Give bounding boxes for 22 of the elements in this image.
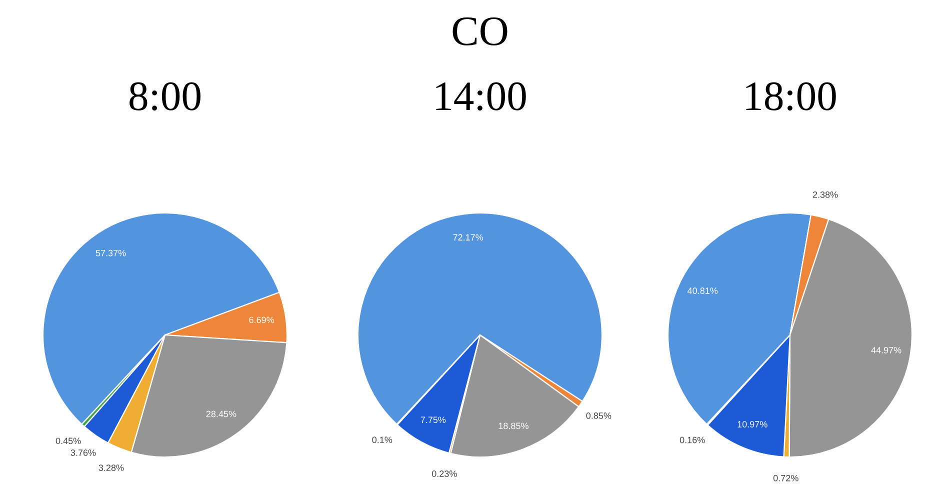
data-label: 0.72% — [773, 474, 798, 482]
chart-subtitle: 14:00 — [436, 82, 526, 111]
data-label: 40.81% — [688, 288, 718, 294]
chart-subtitle: 8:00 — [130, 82, 200, 111]
data-label: 6.69% — [249, 316, 274, 324]
data-label: 0.45% — [56, 438, 81, 444]
data-label: 10.97% — [738, 421, 768, 428]
data-label: 18.85% — [498, 422, 528, 430]
data-label: 0.85% — [586, 412, 612, 419]
data-label: 44.97% — [871, 346, 902, 354]
data-label: 72.17% — [453, 234, 484, 241]
data-label: 0.23% — [432, 470, 457, 477]
data-label: 28.45% — [206, 410, 236, 418]
data-label: 7.75% — [420, 416, 446, 424]
data-label: 57.37% — [96, 250, 126, 256]
data-label: 2.38% — [812, 191, 838, 198]
data-label: 0.1% — [372, 436, 392, 444]
chart-subtitle: 18:00 — [746, 82, 836, 111]
chart-title: CO — [452, 17, 508, 46]
data-label: 3.28% — [98, 464, 124, 471]
data-label: 3.76% — [70, 450, 96, 456]
data-label: 0.16% — [680, 436, 705, 444]
